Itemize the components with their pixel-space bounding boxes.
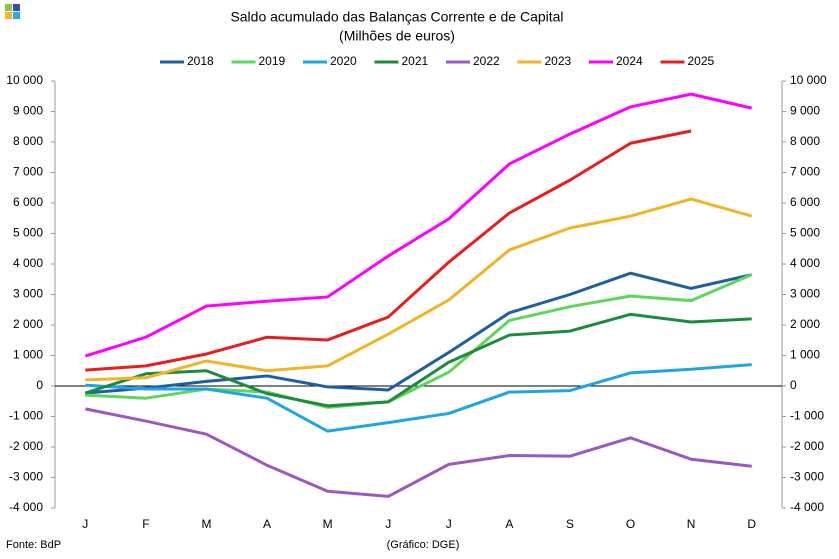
y-tick-label: -1 000 bbox=[9, 409, 43, 423]
x-tick-label: D bbox=[747, 517, 756, 531]
y2-tick-label: 6 000 bbox=[790, 195, 820, 209]
y2-tick-label: 1 000 bbox=[790, 348, 820, 362]
legend-label: 2020 bbox=[330, 54, 357, 68]
y-tick-label: 6 000 bbox=[13, 195, 43, 209]
x-tick-label: F bbox=[142, 517, 149, 531]
y-tick-label: 0 bbox=[36, 378, 43, 392]
source-note: Fonte: BdP bbox=[6, 539, 61, 551]
legend-label: 2018 bbox=[187, 54, 214, 68]
legend-label: 2022 bbox=[473, 54, 500, 68]
y-tick-label: -4 000 bbox=[9, 500, 43, 514]
x-tick-label: M bbox=[201, 517, 211, 531]
y2-tick-label: -3 000 bbox=[790, 470, 824, 484]
y-tick-label: 3 000 bbox=[13, 287, 43, 301]
y-tick-label: 1 000 bbox=[13, 348, 43, 362]
y2-tick-label: 9 000 bbox=[790, 104, 820, 118]
chart-title: Saldo acumulado das Balanças Corrente e … bbox=[230, 9, 563, 25]
y2-tick-label: -1 000 bbox=[790, 409, 824, 423]
x-tick-label: J bbox=[446, 517, 452, 531]
series-line bbox=[85, 273, 753, 409]
series-line bbox=[84, 312, 752, 408]
x-tick-label: M bbox=[323, 517, 333, 531]
x-tick-label: J bbox=[385, 517, 391, 531]
series-line bbox=[84, 407, 752, 498]
y-tick-label: -3 000 bbox=[9, 470, 43, 484]
x-tick-label: N bbox=[687, 517, 696, 531]
y-tick-label: 10 000 bbox=[6, 73, 43, 87]
y2-tick-label: 0 bbox=[790, 378, 797, 392]
credit-note: (Gráfico: DGE) bbox=[387, 539, 460, 551]
y-tick-label: -2 000 bbox=[9, 439, 43, 453]
x-tick-label: A bbox=[505, 517, 513, 531]
series-line bbox=[85, 197, 753, 382]
legend-label: 2023 bbox=[545, 54, 572, 68]
y2-tick-label: 4 000 bbox=[790, 256, 820, 270]
y2-tick-label: -4 000 bbox=[790, 500, 824, 514]
y2-tick-label: 10 000 bbox=[790, 73, 827, 87]
legend-label: 2019 bbox=[259, 54, 286, 68]
y2-tick-label: 7 000 bbox=[790, 165, 820, 179]
series-line bbox=[85, 129, 692, 372]
y2-tick-label: 8 000 bbox=[790, 134, 820, 148]
y-tick-label: 2 000 bbox=[13, 317, 43, 331]
series-line bbox=[85, 363, 752, 433]
series-line bbox=[85, 271, 753, 395]
y2-tick-label: 5 000 bbox=[790, 226, 820, 240]
y2-tick-label: 2 000 bbox=[790, 317, 820, 331]
y2-tick-label: 3 000 bbox=[790, 287, 820, 301]
chart-subtitle: (Milhões de euros) bbox=[339, 28, 455, 44]
series-line bbox=[84, 92, 753, 358]
x-tick-label: J bbox=[82, 517, 88, 531]
y-tick-label: 7 000 bbox=[13, 165, 43, 179]
legend-label: 2024 bbox=[616, 54, 643, 68]
logo bbox=[5, 4, 20, 19]
y-tick-label: 4 000 bbox=[13, 256, 43, 270]
x-tick-label: S bbox=[566, 517, 574, 531]
y-tick-label: 8 000 bbox=[13, 134, 43, 148]
x-tick-label: O bbox=[626, 517, 635, 531]
legend-label: 2025 bbox=[688, 54, 715, 68]
y2-tick-label: -2 000 bbox=[790, 439, 824, 453]
legend-label: 2021 bbox=[402, 54, 429, 68]
y-tick-label: 5 000 bbox=[13, 226, 43, 240]
y-tick-label: 9 000 bbox=[13, 104, 43, 118]
x-tick-label: A bbox=[263, 517, 271, 531]
